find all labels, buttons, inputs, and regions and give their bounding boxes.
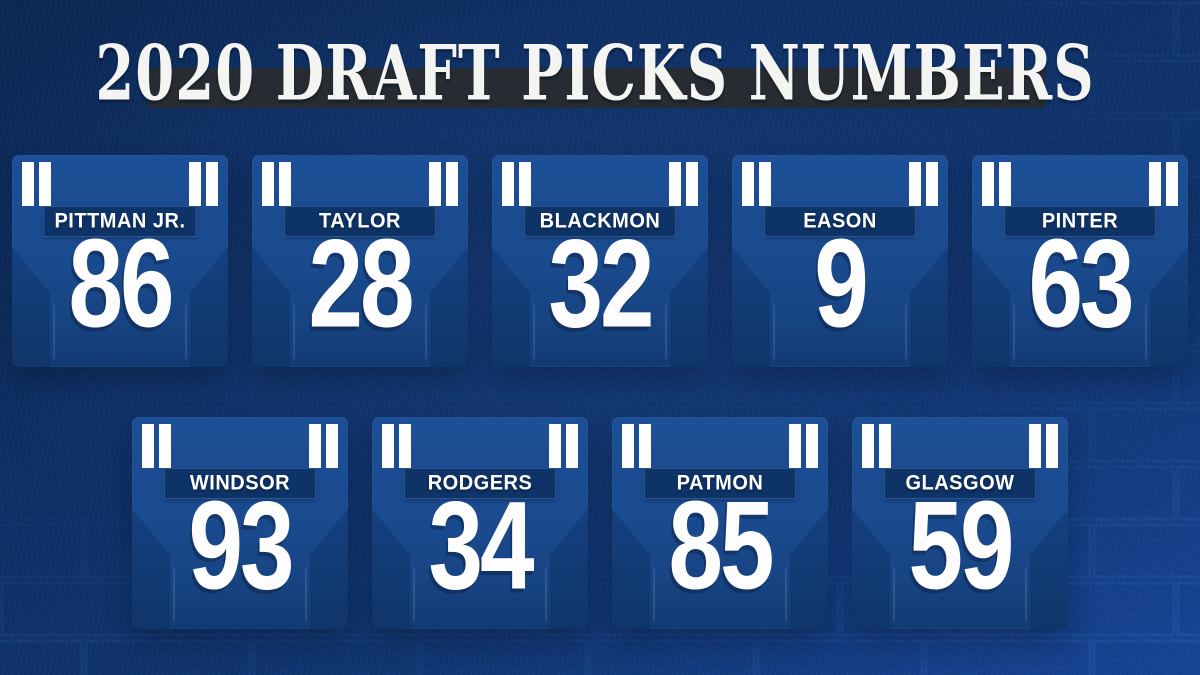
player-nameplate: EASON: [764, 206, 916, 237]
player-number: 32: [548, 212, 654, 354]
player-nameplate: RODGERS: [404, 468, 556, 499]
player-name: BLACKMON: [539, 209, 661, 233]
player-name: RODGERS: [427, 471, 533, 495]
player-number: 85: [668, 474, 774, 616]
player-number: 93: [188, 474, 294, 616]
jersey-card-windsor: WINDSOR 93: [132, 417, 348, 629]
shoulder-stripes-right: [1149, 162, 1178, 206]
shoulder-stripes-left: [262, 162, 291, 206]
jersey-row-2: WINDSOR 93 RODGERS 34 PATMON: [0, 417, 1200, 629]
player-nameplate: PINTER: [1004, 206, 1156, 237]
jersey-card-patmon: PATMON 85: [612, 417, 828, 629]
player-number: 59: [908, 474, 1014, 616]
player-name: PATMON: [676, 471, 764, 495]
seam-line-right: [545, 567, 547, 621]
seam-line-right: [185, 305, 187, 359]
jersey-card-pittman: PITTMAN JR. 86: [12, 155, 228, 367]
seam-line-left: [293, 305, 295, 359]
jersey-card-rodgers: RODGERS 34: [372, 417, 588, 629]
seam-line-right: [1145, 305, 1147, 359]
shoulder-stripes-left: [982, 162, 1011, 206]
jersey-card-blackmon: BLACKMON 32: [492, 155, 708, 367]
seam-line-right: [425, 305, 427, 359]
player-nameplate: PITTMAN JR.: [43, 206, 197, 237]
jersey-card-pinter: PINTER 63: [972, 155, 1188, 367]
player-nameplate: WINDSOR: [164, 468, 316, 499]
jersey-card-glasgow: GLASGOW 59: [852, 417, 1068, 629]
player-name: PINTER: [1041, 209, 1119, 233]
shoulder-stripes-left: [742, 162, 771, 206]
player-name: WINDSOR: [189, 471, 291, 495]
shoulder-stripes-right: [909, 162, 938, 206]
player-nameplate: GLASGOW: [884, 468, 1036, 499]
shoulder-stripes-left: [142, 424, 171, 468]
seam-line-left: [533, 305, 535, 359]
seam-line-right: [305, 567, 307, 621]
shoulder-stripes-right: [669, 162, 698, 206]
player-name: PITTMAN JR.: [54, 209, 186, 233]
jersey-row-1: PITTMAN JR. 86 TAYLOR 28 BLACKMON: [0, 155, 1200, 367]
shoulder-stripes-left: [622, 424, 651, 468]
seam-line-left: [773, 305, 775, 359]
shoulder-stripes-right: [549, 424, 578, 468]
shoulder-stripes-right: [789, 424, 818, 468]
seam-line-left: [1013, 305, 1015, 359]
shoulder-stripes-left: [382, 424, 411, 468]
player-nameplate: PATMON: [644, 468, 796, 499]
shoulder-stripes-right: [189, 162, 218, 206]
seam-line-left: [413, 567, 415, 621]
seam-line-left: [173, 567, 175, 621]
jersey-card-eason: EASON 9: [732, 155, 948, 367]
player-number: 9: [814, 212, 869, 354]
player-number: 34: [428, 474, 534, 616]
shoulder-stripes-left: [22, 162, 51, 206]
page-title: 2020 DRAFT PICKS NUMBERS: [95, 29, 1095, 119]
seam-line-left: [893, 567, 895, 621]
seam-line-right: [665, 305, 667, 359]
shoulder-stripes-left: [862, 424, 891, 468]
player-name: GLASGOW: [905, 471, 1015, 495]
title-highlight-bar: [147, 68, 1045, 108]
shoulder-stripes-right: [309, 424, 338, 468]
shoulder-stripes-right: [429, 162, 458, 206]
seam-line-right: [1025, 567, 1027, 621]
jersey-card-taylor: TAYLOR 28: [252, 155, 468, 367]
player-name: EASON: [803, 209, 877, 233]
player-name: TAYLOR: [319, 209, 401, 233]
player-number: 86: [68, 212, 174, 354]
seam-line-right: [905, 305, 907, 359]
player-nameplate: BLACKMON: [524, 206, 676, 237]
seam-line-right: [785, 567, 787, 621]
player-number: 63: [1028, 212, 1134, 354]
seam-line-left: [653, 567, 655, 621]
seam-line-left: [53, 305, 55, 359]
player-number: 28: [308, 212, 414, 354]
shoulder-stripes-left: [502, 162, 531, 206]
shoulder-stripes-right: [1029, 424, 1058, 468]
player-nameplate: TAYLOR: [284, 206, 436, 237]
